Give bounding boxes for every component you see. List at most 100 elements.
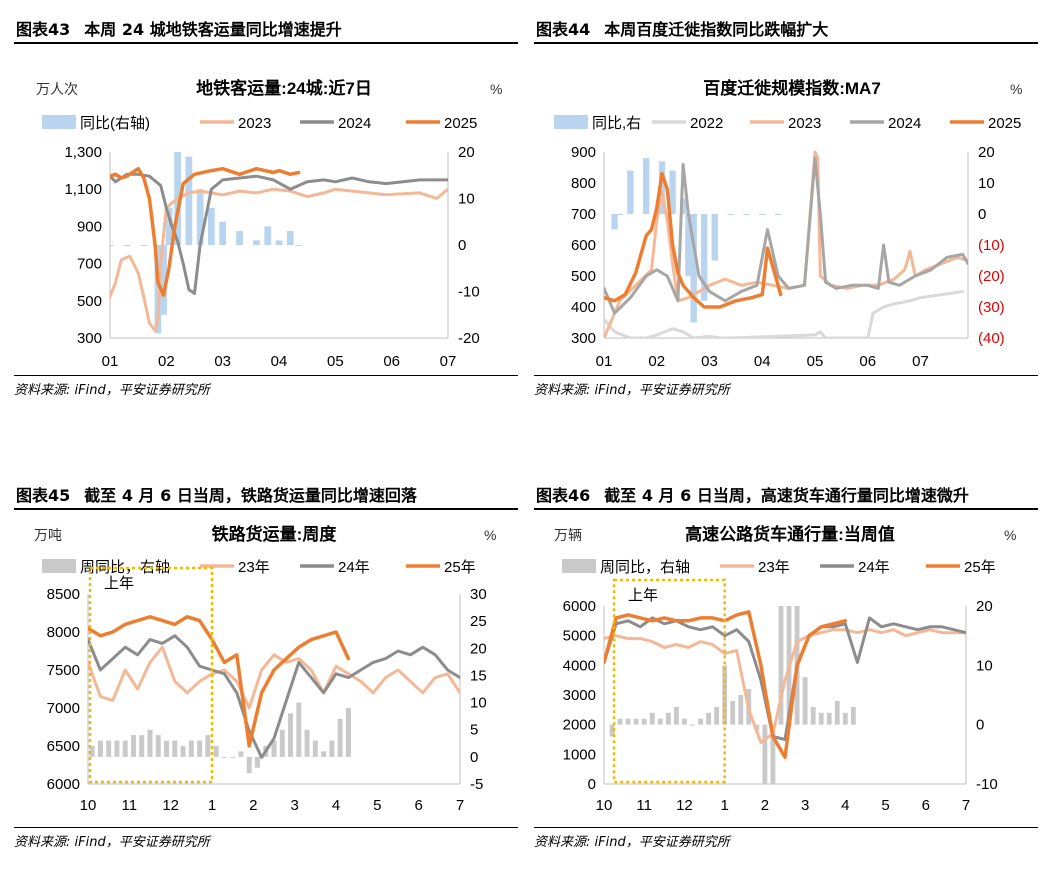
figure-title: 截至 4 月 6 日当周，铁路货运量同比增速回落 [84,486,417,505]
x-tick-label: 7 [962,797,970,814]
legend-swatch-bar [42,115,76,129]
series-line [604,156,968,315]
x-tick-label: 03 [701,353,718,370]
x-tick-label: 05 [327,353,344,370]
y-left-tick-label: 6000 [563,598,596,615]
x-tick-label: 01 [102,353,119,370]
x-tick-label: 1 [720,797,728,814]
yoy-bar [770,724,776,784]
y-right-tick-label: 20 [978,144,995,161]
legend-label: 同比,右 [592,115,641,132]
series-line [110,172,448,295]
yoy-bar [673,706,679,725]
left-axis-unit: 万人次 [36,81,78,97]
figure-header: 图表45 截至 4 月 6 日当周，铁路货运量同比增速回落 [14,480,518,510]
y-right-tick-label: -20 [458,330,480,347]
yoy-bar [657,718,663,725]
x-tick-label: 12 [162,797,179,814]
y-left-tick-label: 500 [571,268,596,285]
yoy-bar [122,740,128,757]
legend-label: 周同比，右轴 [600,559,690,576]
right-axis-unit: % [1004,527,1016,543]
yoy-bar [172,740,178,757]
yoy-bar [743,214,750,215]
panel-rail-freight: 图表45 截至 4 月 6 日当周，铁路货运量同比增速回落 铁路货运量:周度 万吨… [14,480,518,860]
x-tick-label: 5 [881,797,889,814]
plot-area [88,615,460,774]
yoy-bar [730,700,736,725]
chart-title: 高速公路货车通行量:当周值 [685,524,895,544]
figure-number: 图表46 [536,486,591,505]
x-tick-label: 7 [456,797,464,814]
yoy-bar [727,214,734,215]
y-left-tick-label: 900 [571,144,596,161]
y-right-tick-label: 20 [976,598,993,615]
y-left-tick-label: 800 [571,175,596,192]
figure-header: 图表44 本周百度迁徙指数同比跌幅扩大 [534,14,1038,44]
legend-label: 24年 [338,559,370,576]
x-tick-label: 04 [271,353,288,370]
legend-label: 25年 [964,559,996,576]
y-right-tick-label: 0 [470,749,478,766]
yoy-bar [616,214,623,215]
legend-label: 23年 [238,559,270,576]
y-right-tick-label: 0 [458,237,466,254]
legend-label: 2022 [690,115,723,132]
prior-year-label: 上年 [628,587,658,604]
yoy-bar [296,702,302,757]
series-line [604,171,783,309]
legend-label: 2024 [888,115,921,132]
x-tick-label: 5 [373,797,381,814]
series-line [88,645,460,710]
series-line [110,187,448,333]
yoy-bar [304,729,310,757]
y-right-tick-label: (30) [978,299,1005,316]
yoy-bar [842,712,848,725]
yoy-bar [123,245,131,246]
source-note: 资料来源: iFind，平安证券研究所 [534,827,1038,850]
x-tick-label: 05 [807,353,824,370]
yoy-bar [711,214,718,261]
yoy-bar [669,170,676,214]
yoy-bar [140,245,148,246]
right-axis-unit: % [1010,81,1022,97]
yoy-bar [196,189,204,245]
panel-baidu-migration: 图表44 本周百度迁徙指数同比跌幅扩大 百度迁徙规模指数:MA7% 同比,右 202… [534,14,1038,398]
y-left-tick-label: 8500 [47,586,80,603]
highway-trucks-chart: 高速公路货车通行量:当周值 万辆 % 周同比，右轴 23年 24年 25年 0 1000 2000… [554,524,1016,814]
yoy-bar [219,221,227,245]
yoy-bar [286,231,294,245]
yoy-bar [208,207,215,245]
y-left-tick-label: 0 [588,776,596,793]
y-right-tick-label: 0 [978,206,986,223]
yoy-bar [329,740,335,757]
yoy-bar [641,718,647,725]
legend-label: 2025 [444,115,477,132]
x-tick-label: 10 [80,797,97,814]
legend-swatch-bar [42,559,76,573]
yoy-bar [230,756,236,758]
y-left-tick-label: 300 [571,330,596,347]
yoy-bar [701,214,708,301]
x-tick-label: 04 [754,353,771,370]
y-left-tick-label: 6000 [47,776,80,793]
right-axis-unit: % [484,527,496,543]
yoy-bar [643,158,650,214]
yoy-bar [205,735,211,757]
yoy-bar [609,724,615,737]
yoy-bar [345,708,351,757]
yoy-bar [617,718,623,725]
yoy-bar [188,740,194,757]
series-line [604,150,968,338]
source-note: 资料来源: iFind，平安证券研究所 [534,375,1038,398]
y-right-tick-label: (20) [978,268,1005,285]
yoy-bar [658,161,666,214]
yoy-bar [714,706,720,725]
x-tick-label: 3 [801,797,809,814]
yoy-bar [238,751,244,757]
yoy-bar [160,245,167,315]
yoy-bar [279,729,285,757]
legend-label: 同比(右轴) [80,115,150,132]
x-tick-label: 6 [922,797,930,814]
